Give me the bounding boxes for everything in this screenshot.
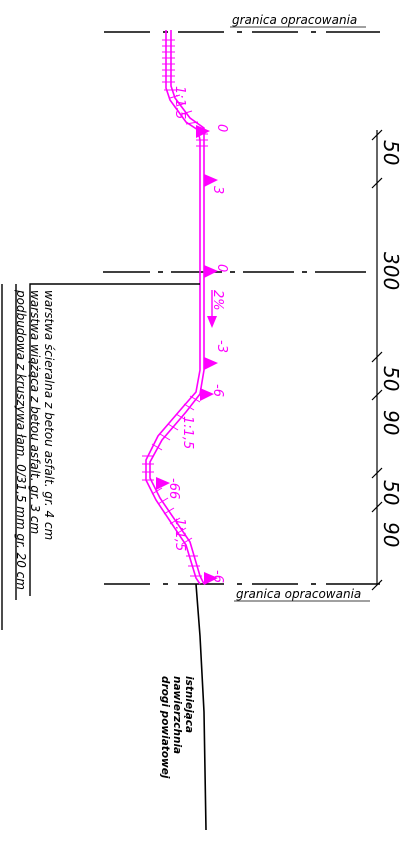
dimension-4: 90 <box>379 410 403 435</box>
level-markers <box>156 125 218 585</box>
level-marker <box>204 265 218 278</box>
level-label-4: -3 <box>214 340 229 353</box>
level-marker <box>204 572 218 585</box>
slope-label-bottom: 1:1,5 <box>172 518 187 551</box>
existing-surface-line-3: drogi powiatowej <box>159 676 171 779</box>
level-label-2: 3 <box>210 186 225 194</box>
level-marker <box>200 388 214 401</box>
level-marker <box>196 125 210 138</box>
layer-2-label: warstwa wiążąca z betou asfalt. gr. 3 cm <box>28 290 42 534</box>
dimension-6: 90 <box>379 522 403 547</box>
level-marker <box>204 357 218 370</box>
dimension-1: 50 <box>379 140 403 165</box>
existing-surface-line <box>195 583 207 831</box>
level-marker <box>156 477 170 490</box>
level-label-7: -6 <box>210 570 225 583</box>
slope-label-top: 1:1,5 <box>172 86 187 119</box>
level-label-1: 0 <box>214 124 229 132</box>
cross-fall-label: 2% <box>210 290 225 311</box>
existing-surface-line-2: nawierzchnia <box>171 676 183 754</box>
layer-leader <box>1 283 200 630</box>
dimension-5: 50 <box>379 480 403 505</box>
cross-fall-arrow <box>207 290 217 328</box>
boundary-label-top: granica opracowania <box>232 13 357 27</box>
layer-3-label: podbudowa z kruszywa łam. 0/31,5 mm gr. … <box>14 289 28 590</box>
dimension-3: 50 <box>379 366 403 391</box>
level-marker <box>204 174 218 187</box>
dimension-2: 300 <box>379 252 403 290</box>
boundary-label-bottom: granica opracowania <box>236 587 361 601</box>
dimension-line <box>371 129 383 591</box>
slope-label-mid: 1:1,5 <box>180 416 195 449</box>
level-label-5: -6 <box>210 384 225 397</box>
layer-1-label: warstwa ścieralna z betou asfalt. gr. 4 … <box>42 290 56 540</box>
existing-surface-line-1: istniejąca <box>183 676 195 733</box>
slope-hatching <box>142 39 208 577</box>
level-label-3: 0 <box>214 264 229 272</box>
level-label-6: -66 <box>166 478 181 499</box>
